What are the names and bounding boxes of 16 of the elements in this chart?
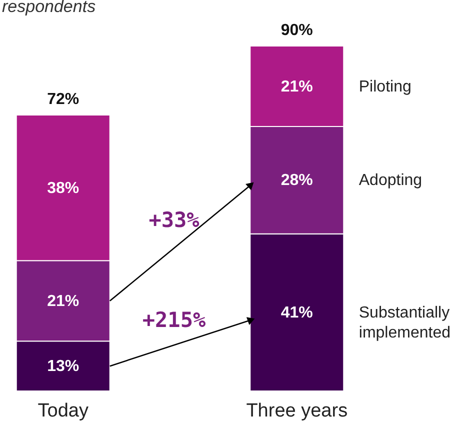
annotation: +33%: [148, 208, 200, 232]
data-label: 21%: [47, 292, 80, 310]
x-tick-label: Three years: [246, 400, 348, 422]
annotation: +215%: [142, 308, 206, 332]
data-label: 28%: [280, 172, 313, 190]
total-label: 72%: [47, 91, 80, 108]
series-label: Adopting: [358, 172, 422, 190]
data-label: 21%: [280, 78, 313, 96]
series-label: Substantially implemented: [358, 304, 450, 342]
data-label: 41%: [280, 304, 313, 322]
series-label: Piloting: [358, 78, 412, 96]
total-label: 90%: [280, 22, 313, 39]
data-label: 38%: [47, 180, 80, 197]
x-tick-label: Today: [38, 400, 89, 422]
data-label: 13%: [47, 358, 80, 376]
chart-subtitle: respondents: [2, 0, 96, 16]
